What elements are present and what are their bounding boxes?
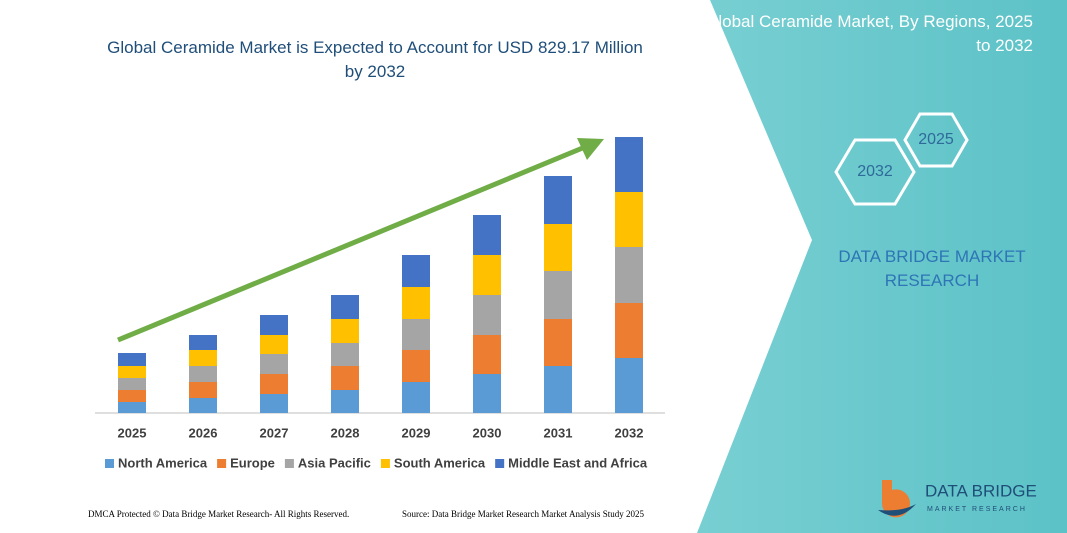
hex-label: 2025 <box>918 131 954 148</box>
legend-swatch <box>105 459 114 468</box>
trend-arrow <box>117 144 586 343</box>
chart-title: Global Ceramide Market is Expected to Ac… <box>107 38 643 81</box>
bar-segment <box>544 271 572 319</box>
bar-segment <box>473 295 501 335</box>
bar-segment <box>402 319 430 350</box>
bar-segment <box>473 215 501 255</box>
bar-segment <box>402 382 430 413</box>
bar-segment <box>615 192 643 247</box>
x-tick-label: 2030 <box>473 425 502 440</box>
bar-segment <box>544 366 572 413</box>
legend-swatch <box>380 459 390 468</box>
bar-segment <box>615 358 643 413</box>
panel-title: Global Ceramide Market, By Regions, 2025… <box>705 12 1033 55</box>
bar-segment <box>118 353 146 366</box>
bar-segment <box>118 366 146 378</box>
bar-segment <box>331 343 359 366</box>
bar-segment <box>402 350 430 382</box>
bar-segment <box>615 137 643 192</box>
legend-label: Asia Pacific <box>298 455 371 470</box>
x-tick-label: 2032 <box>615 425 644 440</box>
side-panel <box>697 0 1067 533</box>
bar-segment <box>260 354 288 374</box>
bar-segment <box>331 390 359 413</box>
bar-segment <box>331 319 359 343</box>
bar-segment <box>544 176 572 224</box>
bar-segment <box>402 255 430 287</box>
trend-arrow-head <box>577 138 604 160</box>
x-tick-label: 2026 <box>189 425 218 440</box>
brand: DATA BRIDGE MARKET RESEARCH <box>838 247 1026 290</box>
bar-segment <box>544 224 572 271</box>
bar-segment <box>402 287 430 319</box>
bar-segment <box>118 378 146 390</box>
footer-left: DMCA Protected © Data Bridge Market Rese… <box>88 509 350 519</box>
legend-swatch <box>495 459 505 468</box>
bar-segment <box>473 335 501 374</box>
bar-segment <box>260 335 288 354</box>
legend-label: North America <box>118 455 208 470</box>
bar-segment <box>615 247 643 303</box>
legend-label: Middle East and Africa <box>508 455 648 470</box>
bar-segment <box>189 398 217 413</box>
bar-segment <box>473 374 501 413</box>
bar-segment <box>260 394 288 413</box>
legend-swatch <box>217 459 227 468</box>
logo-mark <box>878 480 916 518</box>
bar-segment <box>189 350 217 366</box>
bar-segment <box>331 366 359 390</box>
logo-tagline: MARKET RESEARCH <box>927 506 1027 513</box>
x-tick-label: 2025 <box>118 425 147 440</box>
footer-right: Source: Data Bridge Market Research Mark… <box>402 509 644 519</box>
legend-label: South America <box>394 455 486 470</box>
hexagon <box>903 112 969 168</box>
bar-segment <box>260 315 288 335</box>
bar-segment <box>189 366 217 382</box>
bar-segment <box>615 303 643 358</box>
hex-label: 2032 <box>857 163 893 180</box>
bar-segment <box>189 382 217 398</box>
x-tick-label: 2029 <box>402 425 431 440</box>
legend-swatch <box>284 459 294 468</box>
bar-segment <box>331 295 359 319</box>
x-tick-label: 2031 <box>544 425 573 440</box>
bar-segment <box>260 374 288 394</box>
bar-segment <box>473 255 501 295</box>
bar-segment <box>118 402 146 413</box>
x-tick-label: 2028 <box>331 425 360 440</box>
x-tick-label: 2027 <box>260 425 289 440</box>
bar-segment <box>189 335 217 350</box>
bar-segment <box>544 319 572 366</box>
hexagon <box>834 138 916 206</box>
logo-name: DATA BRIDGE <box>925 481 1037 500</box>
bar-segment <box>118 390 146 402</box>
legend-label: Europe <box>230 455 275 470</box>
